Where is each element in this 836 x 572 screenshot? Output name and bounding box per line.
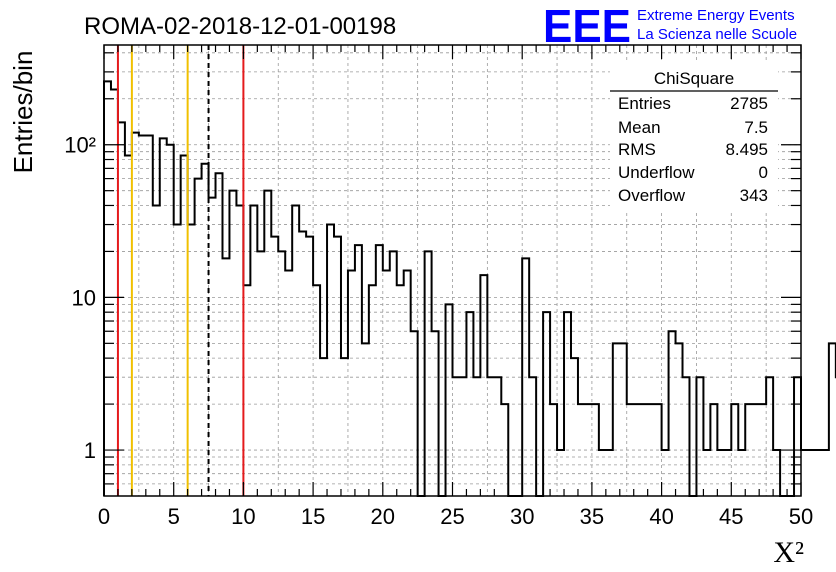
stats-entries-label: Entries — [618, 94, 671, 113]
x-tick-label: 35 — [580, 504, 604, 529]
y-axis-label: Entries/bin — [8, 51, 38, 174]
stats-title: ChiSquare — [654, 69, 734, 88]
x-tick-label: 45 — [719, 504, 743, 529]
stats-underflow-value: 0 — [759, 163, 768, 182]
eee-logo-line1: Extreme Energy Events — [637, 7, 795, 24]
chart-title: ROMA-02-2018-12-01-00198 — [84, 13, 396, 40]
x-tick-label: 30 — [510, 504, 534, 529]
x-tick-label: 10 — [231, 504, 255, 529]
eee-logo: EEE — [543, 0, 631, 52]
x-tick-label: 15 — [301, 504, 325, 529]
x-tick-label: 5 — [168, 504, 180, 529]
y-tick-label: 10² — [64, 133, 96, 158]
x-tick-label: 20 — [371, 504, 395, 529]
x-tick-label: 50 — [789, 504, 813, 529]
stats-mean-label: Mean — [618, 118, 661, 137]
y-tick-labels: 1 10 10² — [64, 133, 96, 463]
x-tick-label: 25 — [440, 504, 464, 529]
x-tick-label: 40 — [649, 504, 673, 529]
stats-overflow-value: 343 — [740, 186, 768, 205]
x-axis-label: X² — [773, 536, 804, 569]
stats-mean-value: 7.5 — [744, 118, 768, 137]
stats-rms-value: 8.495 — [725, 140, 768, 159]
axis-ticks — [103, 45, 802, 496]
reference-lines — [116, 45, 245, 496]
x-tick-label: 0 — [98, 504, 110, 529]
stats-box: ChiSquare Entries 2785 Mean 7.5 RMS 8.49… — [610, 62, 778, 210]
y-tick-label: 1 — [84, 438, 96, 463]
x-tick-labels: 0 5 10 15 20 25 30 35 40 45 50 — [98, 504, 813, 529]
y-tick-label: 10 — [72, 285, 96, 310]
stats-rms-label: RMS — [618, 140, 656, 159]
eee-logo-line2: La Scienza nelle Scuole — [637, 26, 797, 43]
stats-overflow-label: Overflow — [618, 186, 686, 205]
stats-entries-value: 2785 — [730, 94, 768, 113]
stats-underflow-label: Underflow — [618, 163, 695, 182]
